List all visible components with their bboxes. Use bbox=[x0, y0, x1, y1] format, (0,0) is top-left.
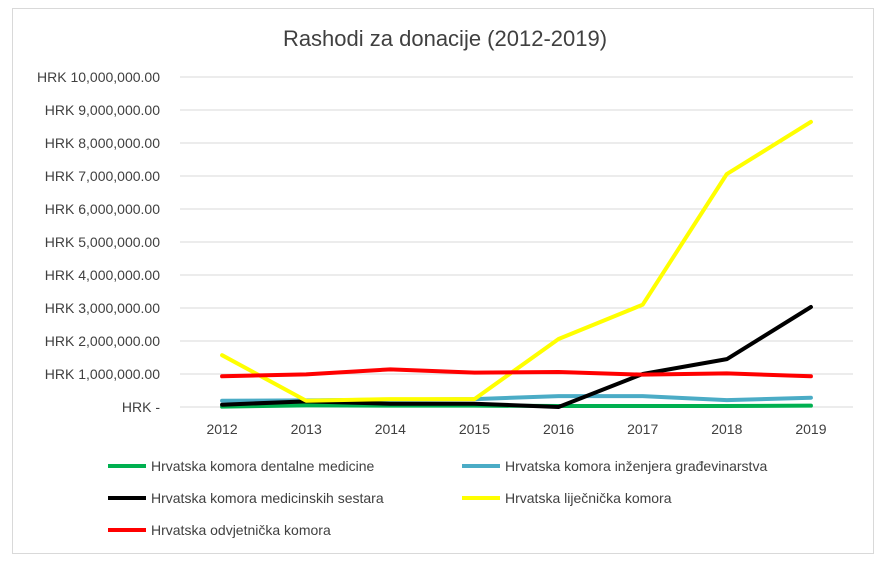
legend-label: Hrvatska liječnička komora bbox=[505, 490, 672, 506]
series-line-4 bbox=[220, 367, 813, 379]
legend-swatch bbox=[462, 496, 500, 500]
x-tick-label: 2013 bbox=[291, 421, 322, 437]
legend-label: Hrvatska komora inženjera građevinarstva bbox=[505, 458, 768, 474]
y-tick-label: HRK 7,000,000.00 bbox=[45, 168, 160, 184]
y-tick-label: HRK - bbox=[122, 399, 160, 415]
x-tick-label: 2015 bbox=[459, 421, 490, 437]
y-tick-label: HRK 4,000,000.00 bbox=[45, 267, 160, 283]
legend-swatch bbox=[108, 528, 146, 532]
y-tick-label: HRK 8,000,000.00 bbox=[45, 135, 160, 151]
series-line-2 bbox=[220, 305, 813, 409]
x-tick-label: 2016 bbox=[543, 421, 574, 437]
y-tick-label: HRK 10,000,000.00 bbox=[37, 69, 160, 85]
y-tick-label: HRK 9,000,000.00 bbox=[45, 102, 160, 118]
x-tick-label: 2014 bbox=[375, 421, 406, 437]
series-line-3 bbox=[220, 119, 813, 403]
legend-swatch bbox=[108, 496, 146, 500]
legend-item: Hrvatska komora inženjera građevinarstva bbox=[462, 458, 767, 474]
legend-item: Hrvatska odvjetnička komora bbox=[108, 522, 331, 538]
legend-item: Hrvatska liječnička komora bbox=[462, 490, 672, 506]
legend-label: Hrvatska komora dentalne medicine bbox=[151, 458, 375, 474]
y-tick-label: HRK 2,000,000.00 bbox=[45, 333, 160, 349]
legend-label: Hrvatska komora medicinskih sestara bbox=[151, 490, 384, 506]
y-tick-label: HRK 1,000,000.00 bbox=[45, 366, 160, 382]
chart-title: Rashodi za donacije (2012-2019) bbox=[282, 26, 608, 51]
y-tick-label: HRK 3,000,000.00 bbox=[45, 300, 160, 316]
y-tick-label: HRK 5,000,000.00 bbox=[45, 234, 160, 250]
legend-item: Hrvatska komora dentalne medicine bbox=[108, 458, 374, 474]
legend-item: Hrvatska komora medicinskih sestara bbox=[108, 490, 384, 506]
legend-label: Hrvatska odvjetnička komora bbox=[151, 522, 331, 538]
chart-frame bbox=[12, 8, 874, 554]
legend-swatch bbox=[108, 464, 146, 468]
x-tick-label: 2019 bbox=[795, 421, 826, 437]
legend-swatch bbox=[462, 464, 500, 468]
x-tick-label: 2017 bbox=[627, 421, 658, 437]
y-tick-label: HRK 6,000,000.00 bbox=[45, 201, 160, 217]
x-tick-label: 2012 bbox=[206, 421, 237, 437]
x-tick-label: 2018 bbox=[711, 421, 742, 437]
